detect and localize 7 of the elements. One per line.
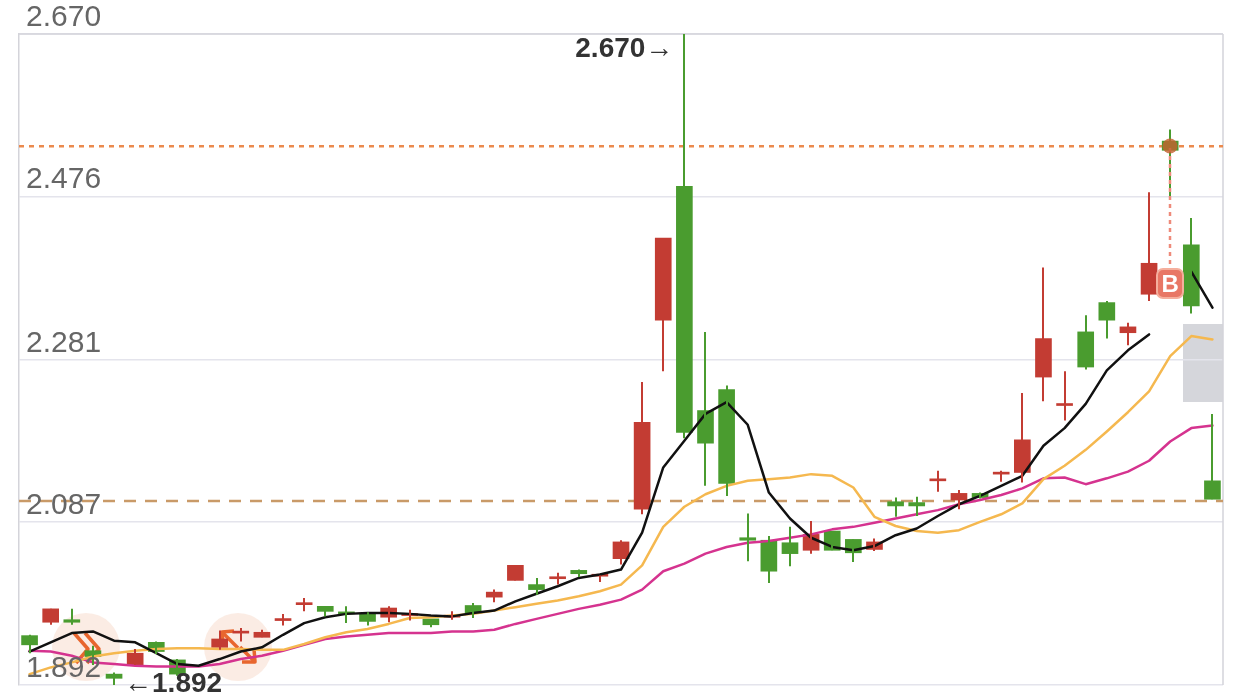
y-tick-label: 2.087 bbox=[26, 486, 102, 520]
annotation: ←1.892 bbox=[124, 666, 223, 698]
y-tick-label: 2.670 bbox=[26, 0, 102, 32]
y-tick-label: 2.281 bbox=[26, 324, 102, 358]
y-tick-label: 2.476 bbox=[26, 161, 102, 195]
annotation: 2.670→ bbox=[575, 31, 674, 63]
annotation: B bbox=[1156, 267, 1185, 299]
